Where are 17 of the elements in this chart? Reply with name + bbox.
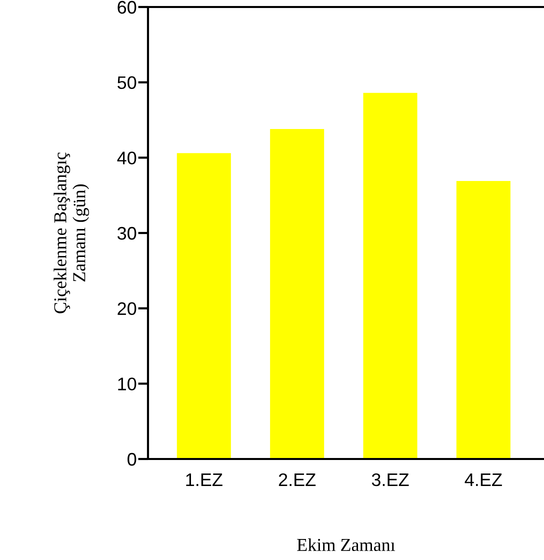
x-axis-title: Ekim Zamanı [297, 538, 396, 552]
x-tick-label: 3.EZ [372, 473, 409, 486]
y-tick-label: 0 [128, 452, 136, 466]
y-tick-label: 40 [117, 152, 136, 164]
x-tick-label: 2.EZ [278, 473, 316, 486]
y-tick-label: 20 [118, 302, 136, 316]
bar [270, 129, 324, 459]
y-tick-label: 10 [118, 378, 136, 390]
y-tick-label: 30 [117, 226, 136, 240]
y-tick-label: 60 [118, 0, 136, 14]
bar [176, 153, 231, 459]
x-tick-label: 4.EZ [464, 474, 502, 486]
y-tick-label: 50 [118, 76, 136, 90]
x-tick-label: 1.EZ [186, 474, 222, 486]
bar [363, 92, 418, 459]
bar [456, 181, 510, 459]
y-axis-title: Çiçeklenme Başlangıç Zamanı (gün) [54, 152, 90, 314]
